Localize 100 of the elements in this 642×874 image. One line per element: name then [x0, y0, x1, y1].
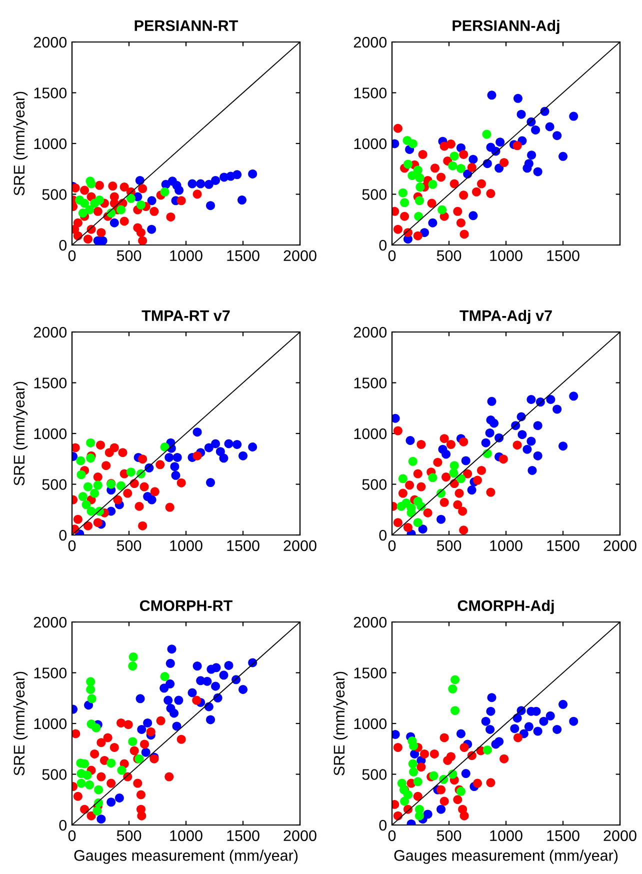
point	[237, 196, 246, 205]
point	[166, 658, 175, 668]
y-tick-label: 1500	[34, 668, 67, 678]
y-tick-label: 2000	[354, 616, 387, 628]
point	[545, 122, 554, 132]
point	[94, 785, 104, 794]
point	[90, 488, 100, 498]
point	[539, 716, 548, 726]
x-tick-label: 1500	[547, 830, 580, 842]
point	[446, 440, 456, 449]
point	[76, 456, 86, 466]
point	[94, 196, 104, 205]
point	[94, 180, 104, 190]
point	[82, 500, 91, 510]
point	[106, 778, 116, 788]
point	[500, 754, 509, 764]
point	[211, 439, 220, 448]
point	[403, 160, 412, 169]
point	[85, 780, 94, 790]
point	[120, 216, 129, 226]
point	[108, 182, 118, 191]
chart-title: CMORPH-RT	[140, 600, 233, 612]
y-tick-label: 500	[362, 189, 387, 200]
point	[436, 514, 446, 524]
point	[420, 749, 429, 758]
point	[128, 652, 138, 662]
x-tick-label: 0	[68, 540, 76, 552]
point	[546, 394, 556, 404]
point	[232, 170, 242, 180]
y-axis-title: SRE (mm/year)	[333, 672, 348, 776]
point	[72, 183, 80, 192]
point	[123, 488, 132, 498]
point	[232, 440, 242, 449]
point	[192, 428, 202, 437]
point	[415, 173, 424, 182]
point	[526, 394, 536, 404]
point	[403, 790, 412, 800]
y-tick-label: 1000	[354, 428, 387, 440]
point	[206, 201, 216, 210]
point	[522, 444, 532, 454]
point	[138, 521, 148, 530]
point	[219, 670, 228, 680]
point	[238, 451, 248, 460]
point	[86, 438, 96, 448]
y-tick-label: 0	[379, 530, 387, 541]
point	[533, 167, 542, 176]
point	[453, 206, 462, 216]
y-tick-label: 2000	[34, 36, 67, 48]
point	[128, 737, 138, 746]
point	[463, 469, 472, 478]
point	[96, 228, 106, 238]
point	[393, 124, 402, 133]
x-tick-label: 1500	[547, 250, 580, 262]
point	[430, 164, 440, 173]
point	[160, 442, 170, 452]
point	[496, 138, 505, 147]
point	[413, 518, 422, 528]
point	[459, 437, 468, 446]
point	[206, 715, 216, 724]
x-tick-label: 2000	[604, 830, 636, 842]
point	[405, 480, 414, 490]
point	[487, 396, 496, 406]
point	[133, 778, 142, 788]
point	[450, 179, 459, 188]
point	[211, 682, 220, 691]
chart-title: TMPA-RT v7	[142, 310, 230, 321]
point	[461, 769, 470, 778]
point	[468, 154, 478, 164]
x-tick-label: 500	[436, 540, 462, 552]
point	[116, 718, 126, 728]
point	[486, 488, 496, 497]
x-tick-label: 1500	[227, 830, 260, 842]
point	[533, 451, 542, 460]
point	[416, 482, 426, 492]
x-tick-label: 500	[436, 250, 462, 262]
point	[443, 756, 452, 765]
y-tick-label: 500	[42, 769, 67, 780]
x-axis-title: Gauges measurement (mm/year)	[74, 850, 298, 864]
point	[96, 772, 106, 782]
y-tick-label: 2000	[354, 326, 387, 338]
point	[486, 189, 496, 198]
point	[472, 187, 481, 196]
point	[393, 742, 402, 752]
point	[219, 454, 228, 463]
point	[204, 443, 214, 452]
y-tick-label: 1000	[354, 718, 387, 730]
point	[130, 746, 139, 756]
point	[398, 488, 408, 498]
point	[416, 182, 425, 192]
x-tick-label: 1500	[227, 250, 260, 262]
point	[436, 804, 446, 814]
point	[459, 150, 468, 159]
point	[454, 488, 464, 498]
point	[487, 90, 496, 100]
point	[481, 716, 490, 726]
point	[165, 502, 174, 512]
point	[78, 208, 88, 218]
chart-title: CMORPH-Adj	[458, 600, 554, 614]
point	[106, 798, 116, 807]
point	[400, 796, 410, 806]
